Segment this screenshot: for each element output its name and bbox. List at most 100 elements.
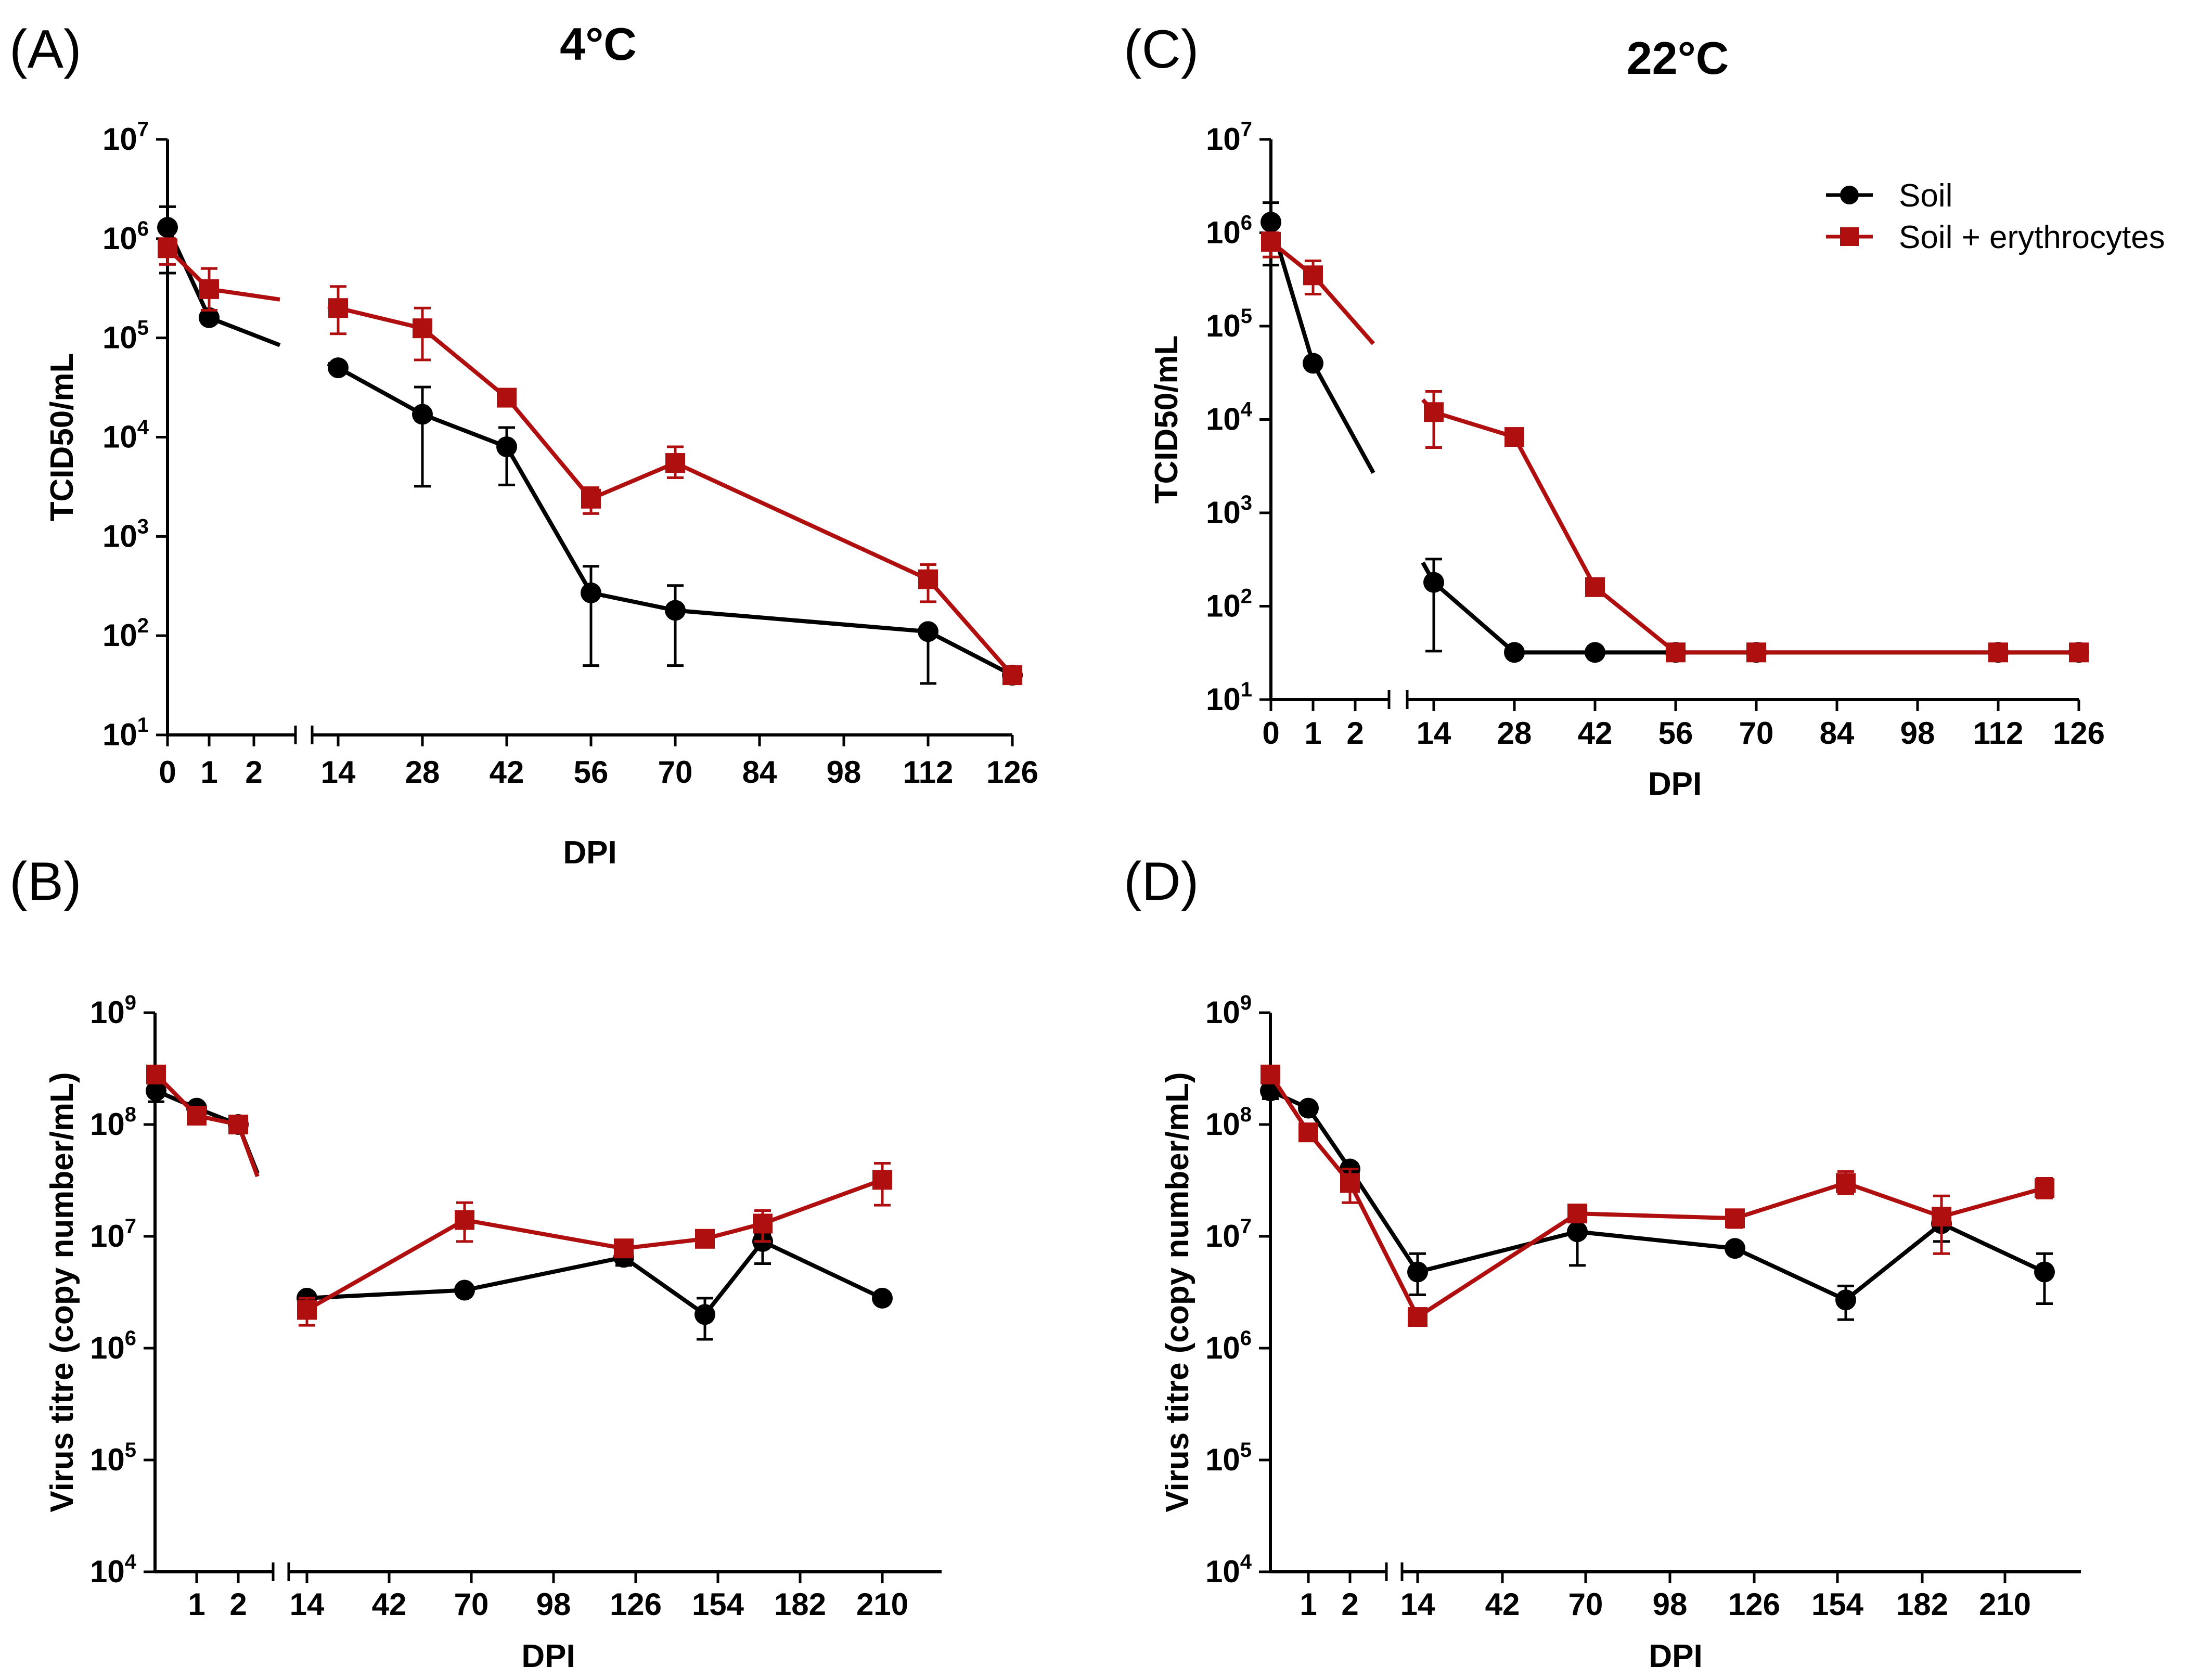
y-tick-label-c-1: 101 [1206,678,1252,717]
data-point-a-soil-erythrocytes-70 [665,453,685,473]
data-point-d-soil-147 [1835,1289,1856,1311]
data-point-c-soil-erythrocytes-14 [1424,402,1444,422]
y-tick-label-b-9: 109 [90,991,136,1030]
data-point-d-soil-erythrocytes-1 [1298,1122,1318,1143]
data-point-d-soil-14 [1407,1261,1428,1283]
data-point-d-soil-erythrocytes-147 [1836,1173,1856,1193]
y-tick-label-a-7: 107 [102,118,149,157]
x-tick-label-c-1: 1 [1304,716,1321,751]
y-axis-title-a: TCID50/mL [44,353,80,522]
series-line-b-soil-5 [622,1255,706,1316]
data-point-d-soil-erythrocytes-112 [1725,1208,1745,1229]
series-line-a-soil-6 [675,608,929,634]
x-tick-label-d-154: 154 [1811,1587,1864,1622]
x-tick-label-a-1: 1 [200,755,217,790]
x-tick-label-c-14: 14 [1417,716,1451,751]
data-point-a-soil-1 [199,307,220,328]
x-tick-label-c-56: 56 [1658,716,1693,751]
data-point-a-soil-erythrocytes-112 [918,569,938,589]
data-point-c-soil-28 [1504,642,1525,663]
series-line-d-soil-6 [1844,1222,1943,1302]
y-tick-label-c-5: 105 [1206,305,1252,343]
data-point-a-soil-112 [918,621,938,642]
x-tick-label-b-42: 42 [372,1587,407,1622]
series-line-b-soil-erythrocytes-5 [623,1236,705,1251]
x-axis-title-c: DPI [1648,766,1702,802]
x-tick-label-b-98: 98 [536,1587,571,1622]
x-tick-label-c-2: 2 [1346,716,1364,751]
x-axis-title-b: DPI [521,1638,575,1674]
y-tick-label-a-1: 101 [102,714,149,752]
data-point-b-soil-erythrocytes-2 [228,1115,248,1134]
data-point-c-soil-erythrocytes-112 [1988,642,2008,663]
data-point-d-soil-1 [1298,1097,1319,1119]
y-tick-label-c-7: 107 [1206,118,1252,157]
y-tick-label-c-4: 104 [1206,398,1253,437]
series-line-b-soil-erythrocytes-3 [306,1218,466,1312]
x-tick-label-d-70: 70 [1568,1587,1603,1622]
data-point-c-soil-14 [1423,572,1444,593]
x-tick-label-c-126: 126 [2053,716,2105,751]
data-point-d-soil-erythrocytes-63 [1567,1204,1587,1224]
series-line-a-soil-4 [505,445,593,594]
data-point-a-soil-70 [665,600,686,621]
series-line-a-soil-erythrocytes-1a [209,287,280,302]
x-tick-label-a-28: 28 [405,755,440,790]
panel-title-c: 22°C [1627,32,1729,84]
chart-panel-d: 104 105 106 107 108 109 Virus titre (copy numb… [1160,991,2081,1674]
series-line-a-soil-erythrocytes-5 [590,461,676,501]
y-tick-label-b-7: 107 [90,1215,136,1253]
series-line-a-soil-erythrocytes-2 [338,306,423,331]
data-point-a-soil-erythrocytes-28 [413,318,432,339]
y-tick-label-a-6: 106 [102,217,149,256]
series-line-d-soil-erythrocytes-7 [1940,1186,2046,1219]
series-line-d-soil-erythrocytes-3 [1416,1211,1579,1319]
x-tick-label-b-1: 1 [188,1587,205,1622]
data-point-b-soil-erythrocytes-112 [614,1238,634,1259]
y-tick-label-a-4: 104 [102,416,149,455]
x-tick-label-a-42: 42 [490,755,524,790]
chart-panel-c: 101 102 103 104 105 106 107 TCID50/mL 0 1 2 14 28 42 5… [1149,118,2105,802]
legend-label-soil: Soil [1899,178,1952,214]
y-tick-label-b-4: 104 [90,1550,137,1589]
data-point-d-soil-112 [1725,1238,1745,1259]
x-tick-label-d-98: 98 [1653,1587,1688,1622]
x-tick-label-b-70: 70 [454,1587,489,1622]
y-tick-label-d-8: 108 [1205,1103,1252,1142]
series-line-b-soil-7 [762,1239,883,1300]
data-point-b-soil-56 [454,1280,475,1301]
x-tick-label-a-112: 112 [903,755,954,790]
panel-label-a: (A) [9,19,82,80]
x-tick-label-a-70: 70 [658,755,693,790]
data-point-c-soil-0 [1261,212,1281,233]
series-line-c-soil-1a [1311,362,1375,474]
data-point-a-soil-14 [328,357,349,379]
y-tick-label-c-2: 102 [1206,585,1252,624]
x-axis-title-a: DPI [563,835,616,871]
data-point-c-soil-erythrocytes-28 [1504,427,1524,447]
data-point-c-soil-erythrocytes-56 [1666,642,1686,663]
x-tick-label-b-126: 126 [610,1587,662,1622]
x-tick-label-b-154: 154 [692,1587,744,1622]
data-point-c-soil-erythrocytes-126 [2069,642,2089,663]
series-line-c-soil-erythrocytes-4 [1593,585,1677,654]
data-point-d-soil-erythrocytes-175 [1932,1207,1951,1227]
y-axis-title-c: TCID50/mL [1149,335,1185,504]
series-line-d-soil-1 [1306,1107,1352,1170]
x-tick-label-a-2: 2 [245,755,262,790]
x-tick-label-d-14: 14 [1400,1587,1435,1622]
data-point-b-soil-erythrocytes-210 [872,1170,892,1190]
data-point-a-soil-erythrocytes-0 [158,238,177,259]
series-line-a-soil-7 [927,629,1013,677]
data-point-b-soil-147 [695,1304,715,1325]
data-point-a-soil-42 [496,436,517,457]
y-axis-title-b: Virus titre (copy number/mL) [44,1072,80,1512]
data-point-c-soil-erythrocytes-1 [1303,265,1323,286]
x-axis-title-d: DPI [1649,1638,1702,1674]
y-tick-label-a-2: 102 [102,614,149,653]
data-point-a-soil-erythrocytes-126 [1002,665,1022,686]
data-point-a-soil-56 [581,582,601,603]
data-point-c-soil-1 [1303,353,1323,374]
series-line-b-soil-erythrocytes-4 [464,1218,624,1251]
data-point-c-soil-erythrocytes-42 [1585,577,1605,597]
